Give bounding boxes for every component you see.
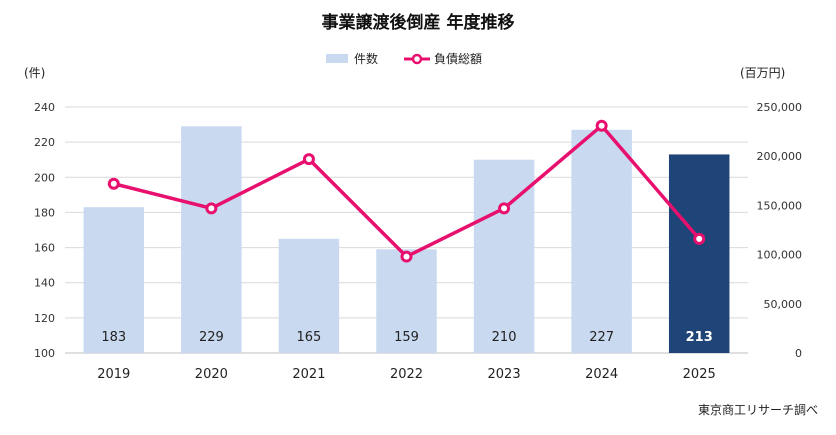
bar (668, 154, 730, 353)
line-point (107, 177, 120, 190)
line-point (498, 202, 511, 215)
y-axis-right-label: (百万円) (740, 66, 786, 80)
x-tick-label: 2019 (97, 367, 130, 382)
source-note: 東京商工リサーチ調べ (697, 403, 818, 417)
line-point (595, 119, 608, 132)
bar-data-label: 213 (686, 330, 713, 345)
x-tick-label: 2023 (488, 367, 521, 382)
bar (181, 126, 242, 353)
bar-data-label: 183 (101, 330, 126, 345)
x-tick-label: 2021 (292, 367, 325, 382)
legend: 件数 負債総額 (0, 50, 836, 70)
y-left-tick-label: 120 (34, 312, 55, 325)
bar-data-label: 159 (394, 330, 419, 345)
bar (83, 207, 145, 353)
line-point (302, 153, 315, 166)
bar-data-label: 165 (297, 330, 322, 345)
y-left-tick-label: 200 (34, 171, 55, 184)
y-right-tick-label: 100,000 (757, 249, 803, 262)
x-tick-label: 2020 (195, 367, 228, 382)
legend-line-label: 負債総額 (434, 52, 483, 66)
y-right-tick-label: 0 (795, 347, 802, 360)
y-right-tick-label: 250,000 (757, 101, 803, 114)
y-left-tick-label: 160 (34, 242, 55, 255)
legend-bar-label: 件数 (354, 52, 379, 66)
y-right-tick-label: 200,000 (757, 150, 803, 163)
line-point (205, 202, 218, 215)
x-tick-label: 2022 (390, 367, 423, 382)
y-left-tick-label: 240 (34, 101, 55, 114)
legend-item-line: 負債総額 (404, 50, 482, 67)
legend-item-bar: 件数 (326, 50, 378, 67)
legend-bar-swatch (326, 54, 348, 63)
y-axis-left-label: (件) (24, 66, 46, 80)
y-right-tick-label: 50,000 (764, 298, 803, 311)
bar (278, 238, 340, 353)
bar-data-label: 229 (199, 330, 224, 345)
bar-data-label: 210 (492, 330, 517, 345)
line-point (693, 232, 706, 245)
y-left-tick-label: 180 (34, 206, 55, 219)
bar-data-label: 227 (589, 330, 614, 345)
line-point (400, 250, 413, 263)
bar (571, 129, 632, 353)
y-left-tick-label: 220 (34, 136, 55, 149)
x-tick-label: 2024 (585, 367, 618, 382)
legend-line-swatch (404, 53, 430, 64)
y-left-tick-label: 100 (34, 347, 55, 360)
y-left-tick-label: 140 (34, 277, 55, 290)
y-right-tick-label: 150,000 (757, 199, 803, 212)
bar (376, 249, 437, 353)
chart-title: 事業譲渡後倒産 年度推移 (321, 13, 515, 33)
x-tick-label: 2025 (683, 367, 716, 382)
